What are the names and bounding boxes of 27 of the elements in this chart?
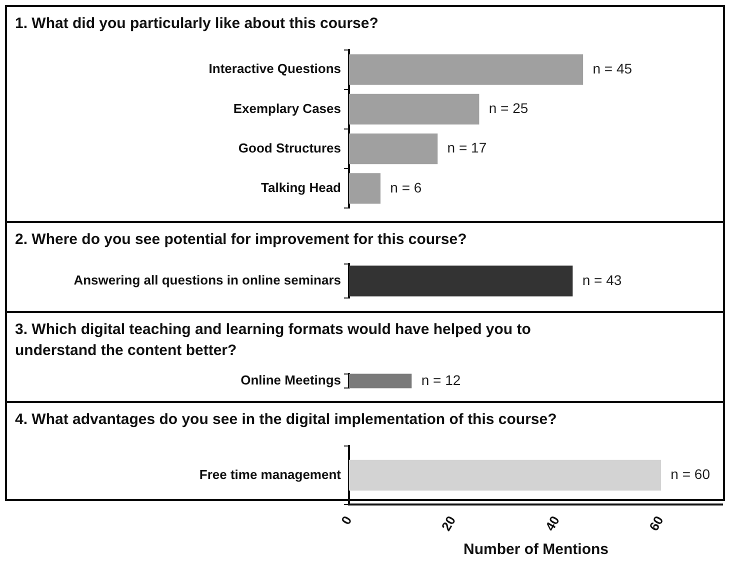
y-tick-label: Good Structures	[238, 140, 341, 156]
x-tick-label: 60	[646, 513, 666, 534]
data-label: n = 25	[488, 100, 528, 116]
data-label: n = 45	[592, 60, 632, 76]
text: 2. Where do you see potential for improvement for this course?	[15, 230, 468, 250]
bar	[349, 173, 380, 204]
data-label: n = 60	[670, 466, 710, 482]
y-tick-label: Exemplary Cases	[233, 100, 341, 116]
data-label: n = 43	[582, 272, 622, 288]
x-tick-label: 20	[438, 513, 459, 534]
bar	[349, 94, 480, 125]
x-tick-label: 40	[542, 513, 562, 534]
data-label: n = 17	[447, 140, 487, 156]
bar	[349, 133, 438, 164]
data-label: n = 12	[421, 372, 461, 388]
chart-title: 4. What advantages do you see in the digital implementation of this course?	[15, 410, 558, 430]
text: 3. Which digital teaching and learning formats would have helped you to understand the content better?	[15, 320, 532, 361]
x-tick-label: 0	[338, 513, 355, 528]
y-tick-label: Interactive Questions	[208, 61, 341, 76]
y-tick-label: Talking Head	[261, 180, 342, 195]
data-label: n = 6	[390, 179, 422, 196]
bar	[349, 54, 584, 85]
y-tick-label: Online Meetings	[240, 372, 341, 388]
y-tick-label: Free time management	[199, 466, 342, 482]
x-axis-title: Number of Mentions	[464, 541, 608, 558]
y-tick-label: Answering all questions in online seminars	[74, 272, 341, 288]
text: 1. What did you particularly like about this course?	[15, 14, 380, 34]
